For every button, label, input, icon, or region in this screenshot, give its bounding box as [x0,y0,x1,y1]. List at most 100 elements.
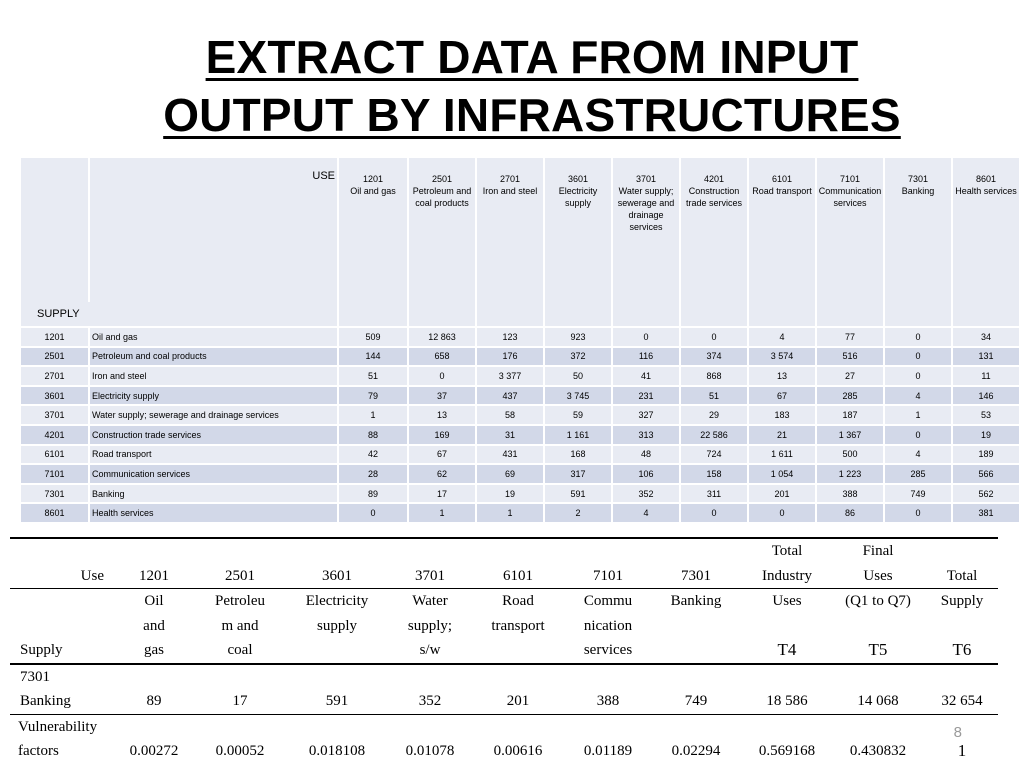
io-cell-value: 50 [543,365,613,386]
io-cell-value: 67 [747,384,817,406]
io-cell-value: 123 [475,326,545,347]
io-cell-value: 2 [543,502,613,522]
io-cell-value: 0 [883,365,953,386]
io-row-code: 2501 [19,345,90,367]
io-row-code: 3701 [19,404,90,425]
io-cell-value: 3 377 [475,365,545,386]
column-name: and [143,617,165,634]
io-cell-value: 4 [611,502,681,522]
io-cell-value: 285 [883,463,953,484]
column-name: supply [316,617,357,634]
io-cell-value: 388 [815,482,885,504]
io-cell-value: 0 [407,365,477,386]
io-table-row: 1201 Oil and gas 509 12 863 123 923 0 0 4 77 0 34 [19,326,1021,347]
column-name [468,638,568,664]
vulnerability-value: 0.00052 [215,743,265,759]
io-cell-value: 58 [475,404,545,425]
column-name: transport [491,617,545,634]
io-cell-value: 1 054 [747,463,817,484]
io-row-name: Construction trade services [88,423,339,445]
io-cell-value: 106 [611,463,681,484]
io-cell-value: 0 [679,326,749,347]
io-cell-value: 0 [883,326,953,347]
io-cell-value: 183 [747,404,817,425]
vulnerability-value: 0.018108 [308,743,366,759]
io-cell-value: 116 [611,345,681,367]
io-cell-value: 0 [883,345,953,367]
io-cell-value: 1 161 [543,423,613,445]
final-uses-line1: Final [830,537,926,564]
io-cell-value: 0 [679,502,749,522]
io-table-row: 6101 Road transport 42 67 431 168 48 724 1 611 50… [19,443,1021,465]
io-cell-value: 168 [543,443,613,465]
io-cell-value: 37 [407,384,477,406]
total-supply-line1: Total [946,567,978,584]
io-cell-value: 372 [543,345,613,367]
io-row-name: Oil and gas [88,326,339,347]
io-cell-value: 19 [475,482,545,504]
io-row-name: Health services [88,502,339,522]
column-name: m and [221,617,259,634]
io-cell-value: 566 [951,463,1021,484]
io-cell-value: 42 [337,443,409,465]
io-cell-value: 17 [407,482,477,504]
column-name: Commu [568,588,648,614]
total-industry-uses-line1: Total [744,537,830,564]
io-cell-value: 0 [611,326,681,347]
column-name: Banking [648,588,744,614]
banking-value: 388 [596,693,620,709]
io-table-body: 1201 Oil and gas 509 12 863 123 923 0 0 4 77 0 34 25… [19,326,1021,522]
vulnerability-label-line1: Vulnerability [10,713,110,739]
io-cell-value: 158 [679,463,749,484]
input-output-table: USE 1201 Oil and gas 2501 Petroleum and co… [19,158,1021,522]
io-cell-value: 51 [679,384,749,406]
io-column-header: 6101 Road transport [747,158,817,302]
column-name: s/w [419,642,441,658]
io-column-header: 7301 Banking [883,158,953,302]
io-cell-value: 27 [815,365,885,386]
io-column-header: 8601 Health services [951,158,1021,302]
io-cell-value: 1 [337,404,409,425]
total-supply-code: T6 [952,640,972,659]
io-cell-value: 13 [407,404,477,425]
vulnerability-value: 0.569168 [758,743,816,759]
column-name: Water [392,588,468,614]
io-table-row: 3601 Electricity supply 79 37 437 3 745 231 51 6… [19,384,1021,406]
banking-value: 591 [325,693,349,709]
column-name: nication [583,617,633,634]
io-cell-value: 144 [337,345,409,367]
io-cell-value: 1 367 [815,423,885,445]
io-cell-value: 69 [475,463,545,484]
io-cell-value: 59 [543,404,613,425]
io-cell-value: 67 [407,443,477,465]
column-code: 2501 [225,567,255,584]
io-cell-value: 0 [883,502,953,522]
io-row-name: Road transport [88,443,339,465]
io-row-name: Communication services [88,463,339,484]
io-table-row: 7101 Communication services 28 62 69 317 106 15… [19,463,1021,484]
io-cell-value: 4 [883,443,953,465]
io-cell-value: 431 [475,443,545,465]
io-row-name: Petroleum and coal products [88,345,339,367]
io-row-name: Banking [88,482,339,504]
column-code: 6101 [503,567,533,584]
io-column-header: 4201 Construction trade services [679,158,749,302]
io-cell-value: 1 223 [815,463,885,484]
io-column-header: 3701 Water supply; sewerage and drainage … [611,158,681,302]
column-name: Electricity [282,588,392,614]
banking-value: 17 [232,693,248,709]
io-cell-value: 591 [543,482,613,504]
io-cell-value: 189 [951,443,1021,465]
banking-value: 32 654 [941,693,983,709]
io-cell-value: 509 [337,326,409,347]
io-cell-value: 231 [611,384,681,406]
io-supply-label: SUPPLY [19,302,339,327]
total-industry-uses-line2: Industry [762,567,812,584]
io-table-row: 8601 Health services 0 1 1 2 4 0 0 86 0 381 [19,502,1021,522]
io-cell-value: 1 [407,502,477,522]
io-cell-value: 4 [883,384,953,406]
io-cell-value: 201 [747,482,817,504]
banking-value: 89 [146,693,162,709]
column-name: supply; [407,617,453,634]
column-code: 3701 [415,567,445,584]
